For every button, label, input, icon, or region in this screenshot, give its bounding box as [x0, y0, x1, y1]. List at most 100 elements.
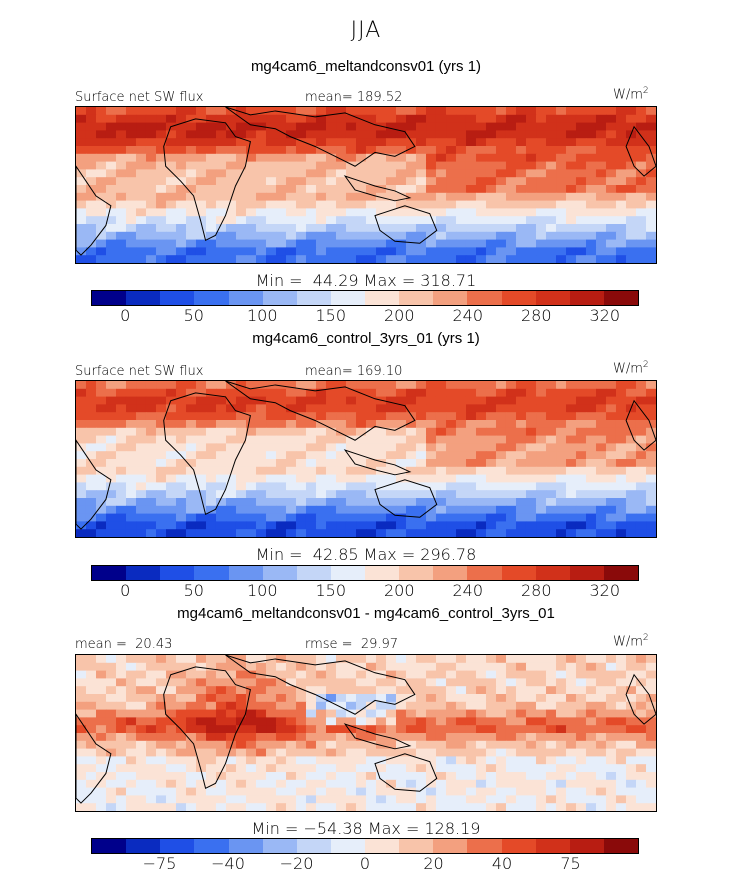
colorbar-swatch	[228, 566, 263, 580]
colorbar-swatch	[330, 839, 365, 853]
coastline	[76, 165, 112, 256]
coastline	[625, 399, 656, 451]
colorbar-swatch	[296, 291, 331, 305]
colorbar-swatch	[467, 839, 502, 853]
colorbar-swatch	[569, 839, 604, 853]
coastline	[76, 713, 112, 804]
colorbar-tick-label: 280	[520, 306, 552, 325]
colorbar-swatch	[603, 566, 638, 580]
coastline	[163, 392, 251, 516]
colorbar-swatch	[228, 291, 263, 305]
colorbar-swatch	[126, 291, 161, 305]
colorbar-tick-label: 0	[120, 306, 131, 325]
panel-3-rmse-label: rmse = 29.97	[305, 637, 399, 652]
colorbar-swatch	[262, 839, 297, 853]
panel-1-colorbar-ticks: 0 50 100 150 200 240 280 320	[91, 306, 639, 325]
colorbar-tick-label: 40	[491, 854, 513, 873]
colorbar-tick-label: −75	[142, 854, 177, 873]
colorbar-tick-label: 100	[246, 306, 278, 325]
colorbar-swatch	[569, 566, 604, 580]
colorbar-swatch	[433, 839, 468, 853]
panel-2-map	[75, 380, 657, 538]
colorbar-swatch	[92, 839, 127, 853]
coastline	[163, 666, 251, 790]
colorbar-swatch	[603, 839, 638, 853]
colorbar-swatch	[365, 566, 400, 580]
panel-1-title: mg4cam6_meltandconsv01 (yrs 1)	[250, 58, 482, 75]
colorbar-swatch	[501, 566, 536, 580]
coastline	[225, 107, 416, 167]
coastline	[374, 753, 438, 792]
coastline	[374, 479, 438, 518]
colorbar-swatch	[296, 566, 331, 580]
coastline	[225, 655, 416, 715]
colorbar-swatch	[365, 839, 400, 853]
panel-2-mean-label: mean= 169.10	[305, 364, 403, 379]
coastline	[76, 439, 112, 530]
colorbar-tick-label: 100	[246, 581, 278, 600]
panel-1-units: W/m2	[613, 86, 649, 103]
coastline	[374, 205, 438, 244]
colorbar-swatch	[330, 566, 365, 580]
colorbar-swatch	[228, 839, 263, 853]
colorbar-swatch	[535, 839, 570, 853]
panel-3-colorbar-ticks: −75 −40 −20 0 20 40 75	[91, 854, 639, 873]
colorbar-tick-label: −40	[211, 854, 245, 873]
colorbar-swatch	[262, 291, 297, 305]
colorbar-tick-label: 50	[183, 306, 204, 325]
colorbar-tick-label: −20	[279, 854, 314, 873]
colorbar-swatch	[603, 291, 638, 305]
season-title: JJA	[350, 18, 382, 43]
coastline	[625, 125, 656, 177]
colorbar-swatch	[399, 291, 434, 305]
panel-2-title: mg4cam6_control_3yrs_01 (yrs 1)	[252, 330, 480, 347]
colorbar-swatch	[433, 566, 468, 580]
colorbar-tick-label: 75	[560, 854, 581, 873]
panel-2-units: W/m2	[613, 360, 649, 377]
panel-1-colorbar	[91, 290, 639, 306]
colorbar-tick-label: 320	[589, 581, 621, 600]
panel-3-map	[75, 654, 657, 812]
panel-1-min-max: Min = 44.29 Max = 318.71	[255, 271, 477, 290]
colorbar-tick-label: 320	[589, 306, 621, 325]
colorbar-tick-label: 280	[520, 581, 552, 600]
panel-1-mean-label: mean= 189.52	[305, 90, 403, 105]
coastline	[625, 673, 656, 725]
colorbar-swatch	[365, 291, 400, 305]
colorbar-swatch	[160, 839, 195, 853]
colorbar-swatch	[399, 566, 434, 580]
panel-3-mean-label: mean = 20.43	[75, 637, 173, 652]
colorbar-swatch	[296, 839, 331, 853]
colorbar-swatch	[501, 291, 536, 305]
colorbar-swatch	[330, 291, 365, 305]
map-field	[76, 381, 656, 537]
colorbar-swatch	[535, 566, 570, 580]
colorbar-swatch	[433, 291, 468, 305]
colorbar-swatch	[160, 566, 195, 580]
colorbar-swatch	[160, 291, 195, 305]
colorbar-tick-label: 0	[120, 581, 131, 600]
colorbar-swatch	[126, 839, 161, 853]
colorbar-swatch	[194, 566, 229, 580]
map-field	[76, 655, 656, 811]
coastline	[343, 175, 412, 202]
coastline	[163, 118, 251, 242]
colorbar-swatch	[194, 839, 229, 853]
colorbar-tick-label: 240	[452, 581, 484, 600]
panel-3-min-max: Min = −54.38 Max = 128.19	[251, 819, 481, 838]
panel-1-variable-label: Surface net SW flux	[75, 90, 204, 105]
colorbar-tick-label: 0	[359, 854, 371, 873]
colorbar-tick-label: 20	[423, 854, 444, 873]
coastline	[225, 381, 416, 441]
colorbar-swatch	[126, 566, 161, 580]
panel-2-colorbar	[91, 565, 639, 581]
colorbar-tick-label: 50	[183, 581, 204, 600]
coastline	[343, 723, 412, 750]
colorbar-swatch	[501, 839, 536, 853]
coastline	[343, 449, 412, 476]
colorbar-swatch	[92, 566, 127, 580]
panel-3-title: mg4cam6_meltandconsv01 - mg4cam6_control…	[177, 605, 555, 622]
panel-3-colorbar	[91, 838, 639, 854]
colorbar-swatch	[467, 291, 502, 305]
panel-2-min-max: Min = 42.85 Max = 296.78	[255, 545, 477, 564]
